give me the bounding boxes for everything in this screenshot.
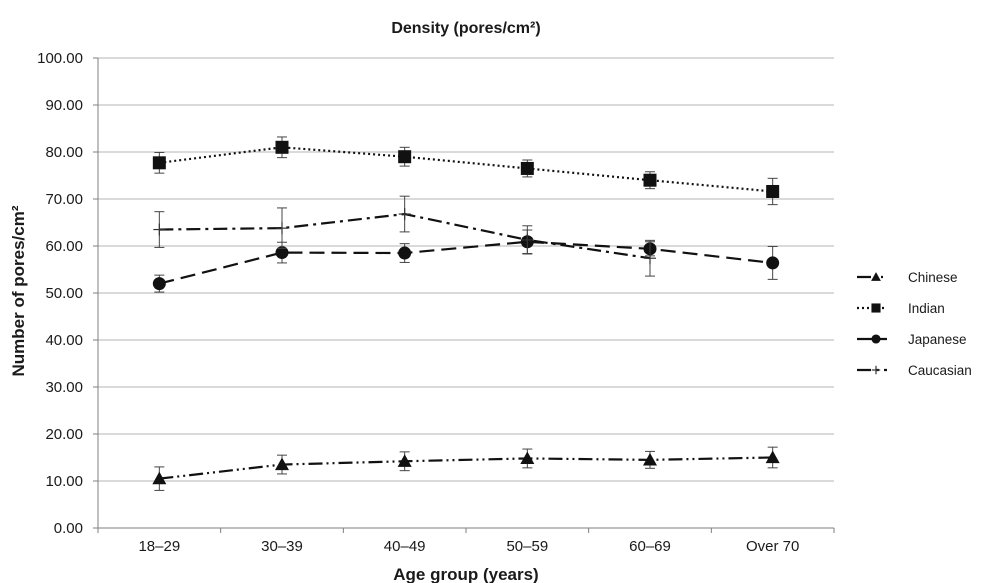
y-tick-label: 20.00	[45, 426, 83, 443]
x-tick-label: 18–29	[138, 538, 180, 555]
legend-label-caucasian: Caucasian	[908, 363, 972, 378]
series-line-indian	[159, 146, 773, 193]
data-point-caucasian	[153, 223, 166, 236]
data-point-chinese	[765, 450, 780, 464]
data-point-indian	[275, 140, 289, 154]
data-point-indian	[766, 184, 780, 198]
series-chinese	[152, 446, 780, 491]
legend-label-chinese: Chinese	[908, 270, 958, 285]
legend: Chinese Indian Japanese Caucasian	[857, 270, 972, 378]
data-point-japanese	[766, 256, 780, 270]
x-tick-labels: 18–29 30–39 40–49 50–59 60–69 Over 70	[138, 538, 799, 555]
legend-label-indian: Indian	[908, 301, 945, 316]
chart-title: Density (pores/cm²)	[391, 20, 540, 37]
y-axis-title: Number of pores/cm²	[9, 205, 28, 376]
y-tick-label: 40.00	[45, 332, 83, 349]
y-tick-label: 100.00	[37, 50, 83, 67]
y-tick-label: 50.00	[45, 285, 83, 302]
y-tick-labels: 0.00 10.00 20.00 30.00 40.00 50.00 60.00 70.00 8…	[37, 50, 83, 537]
data-point-chinese	[520, 451, 535, 465]
series-line-japanese	[159, 240, 773, 285]
data-point-japanese	[275, 246, 289, 260]
data-point-caucasian	[276, 222, 288, 235]
x-tick-label: 40–49	[384, 538, 426, 555]
data-point-japanese	[152, 277, 166, 291]
data-point-chinese	[275, 457, 289, 471]
data-point-caucasian	[398, 208, 411, 221]
y-tick-label: 90.00	[45, 97, 83, 114]
legend-marker-chinese	[871, 272, 881, 281]
x-axis-title: Age group (years)	[393, 565, 538, 583]
y-tick-label: 70.00	[45, 191, 83, 208]
y-tick-label: 30.00	[45, 379, 83, 396]
series-caucasian	[153, 195, 656, 277]
gridlines	[98, 57, 834, 482]
x-tick-label: 60–69	[629, 538, 671, 555]
data-point-caucasian	[644, 252, 656, 265]
legend-marker-caucasian	[871, 365, 881, 375]
x-tick-label: Over 70	[746, 538, 799, 555]
y-tick-label: 10.00	[45, 473, 83, 490]
legend-item-indian: Indian	[857, 301, 945, 316]
legend-item-caucasian: Caucasian	[857, 363, 972, 378]
y-tick-label: 60.00	[45, 238, 83, 255]
legend-marker-japanese	[871, 334, 881, 344]
data-point-caucasian	[521, 233, 534, 246]
series-line-chinese	[159, 456, 773, 480]
series-japanese	[152, 229, 780, 293]
legend-item-chinese: Chinese	[857, 270, 958, 285]
data-point-chinese	[397, 454, 412, 467]
data-point-japanese	[398, 246, 412, 260]
data-point-chinese	[152, 471, 167, 485]
x-tick-label: 30–39	[261, 538, 303, 555]
data-series	[152, 136, 780, 491]
data-point-indian	[398, 150, 412, 164]
legend-item-japanese: Japanese	[857, 332, 967, 347]
data-point-indian	[152, 156, 166, 170]
y-tick-label: 0.00	[54, 520, 83, 537]
data-point-chinese	[643, 452, 657, 466]
x-tick-label: 50–59	[506, 538, 548, 555]
data-point-indian	[643, 173, 657, 187]
series-indian	[152, 136, 780, 206]
axes	[93, 57, 835, 533]
legend-label-japanese: Japanese	[908, 332, 967, 347]
y-tick-label: 80.00	[45, 144, 83, 161]
legend-marker-indian	[871, 303, 881, 313]
data-point-indian	[520, 161, 534, 175]
